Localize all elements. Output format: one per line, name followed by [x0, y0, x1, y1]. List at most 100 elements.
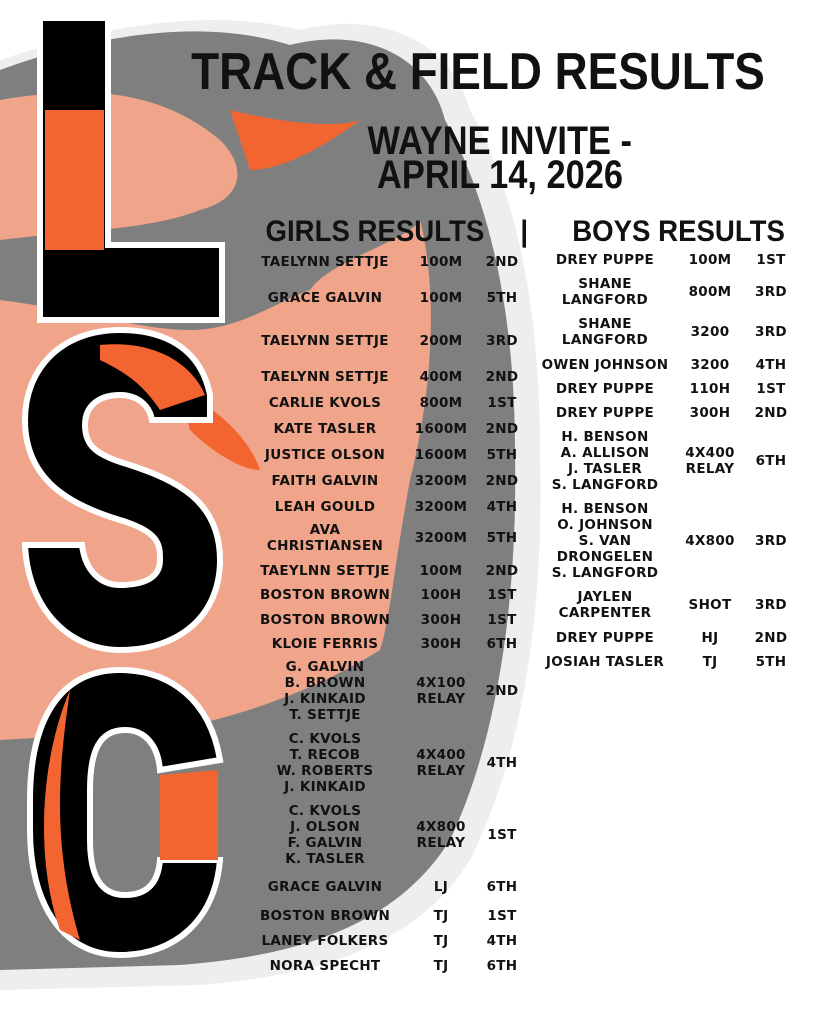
athlete-place: 1ST	[756, 381, 786, 397]
athlete-name: GRACE GALVIN	[267, 879, 383, 895]
athlete-event: 3200M	[414, 499, 468, 515]
athlete-event: LJ	[433, 879, 449, 895]
logo-letter-c	[27, 666, 224, 959]
meet-date: APRIL 14, 2026	[300, 153, 700, 197]
athlete-event: 800M	[688, 284, 732, 300]
athlete-place: 2ND	[754, 405, 788, 421]
girls-header-text: GIRLS RESULTS	[265, 215, 485, 248]
athlete-place: 1ST	[487, 827, 517, 843]
athlete-name: KATE TASLER	[273, 421, 377, 437]
athlete-event: 3200M	[414, 473, 468, 489]
athlete-event: 800M	[419, 395, 463, 411]
athlete-event: 3200	[690, 324, 730, 340]
boys-header-text: BOYS RESULTS	[572, 215, 786, 248]
athlete-place: 1ST	[487, 612, 517, 628]
athlete-event: 100H	[420, 587, 462, 603]
athlete-event: 4X400 RELAY	[416, 747, 466, 779]
boys-header: BOYS RESULTS	[549, 215, 809, 249]
athlete-event: TJ	[433, 908, 449, 924]
athlete-event: SHOT	[688, 597, 732, 613]
athlete-place: 6TH	[486, 879, 518, 895]
header-divider: |	[512, 215, 536, 249]
athlete-name: FAITH GALVIN	[271, 473, 379, 489]
athlete-name: JUSTICE OLSON	[264, 447, 386, 463]
header-divider-text: |	[520, 215, 528, 248]
athlete-place: 5TH	[486, 530, 518, 546]
athlete-name: LANEY FOLKERS	[261, 933, 389, 949]
athlete-event: 1600M	[414, 447, 468, 463]
athlete-name: SHANE LANGFORD	[561, 316, 649, 348]
logo-letter-c-stripe	[43, 690, 80, 940]
athlete-place: 2ND	[485, 683, 519, 699]
athlete-name: H. BENSON O. JOHNSON S. VAN DRONGELEN S.…	[551, 501, 659, 581]
athlete-name: OWEN JOHNSON	[541, 357, 669, 373]
athlete-event: 100M	[419, 254, 463, 270]
athlete-place: 4TH	[486, 755, 518, 771]
athlete-place: 2ND	[754, 630, 788, 646]
athlete-event: 100M	[419, 290, 463, 306]
athlete-place: 5TH	[755, 654, 787, 670]
meet-date-text: APRIL 14, 2026	[376, 153, 624, 197]
athlete-name: BOSTON BROWN	[259, 612, 391, 628]
athlete-name: TAEYLNN SETTJE	[260, 563, 390, 579]
meet-name-text: WAYNE INVITE -	[367, 119, 633, 163]
athlete-event: 400M	[419, 369, 463, 385]
athlete-place: 1ST	[487, 395, 517, 411]
logo-letter-s-stripe	[100, 344, 205, 410]
athlete-event: 4X100 RELAY	[416, 675, 466, 707]
athlete-name: NORA SPECHT	[269, 958, 381, 974]
athlete-name: BOSTON BROWN	[259, 587, 391, 603]
athlete-place: 1ST	[487, 908, 517, 924]
athlete-event: 4X800	[685, 533, 735, 549]
athlete-place: 6TH	[755, 453, 787, 469]
page-title: TRACK & FIELD RESULTS	[100, 44, 819, 100]
athlete-event: 300H	[689, 405, 731, 421]
athlete-place: 2ND	[485, 421, 519, 437]
athlete-place: 1ST	[487, 587, 517, 603]
athlete-name: TAELYNN SETTJE	[261, 369, 389, 385]
athlete-name: DREY PUPPE	[555, 630, 655, 646]
athlete-place: 6TH	[486, 636, 518, 652]
athlete-event: TJ	[433, 958, 449, 974]
athlete-name: CARLIE KVOLS	[268, 395, 382, 411]
athlete-place: 2ND	[485, 473, 519, 489]
athlete-name: H. BENSON A. ALLISON J. TASLER S. LANGFO…	[551, 429, 659, 493]
meet-name: WAYNE INVITE -	[300, 119, 700, 163]
athlete-name: LEAH GOULD	[274, 499, 376, 515]
page-title-text: TRACK & FIELD RESULTS	[191, 43, 765, 101]
athlete-name: GRACE GALVIN	[267, 290, 383, 306]
athlete-place: 3RD	[755, 533, 787, 549]
athlete-name: C. KVOLS T. RECOB W. ROBERTS J. KINKAID	[276, 731, 374, 795]
athlete-event: TJ	[433, 933, 449, 949]
athlete-name: JAYLEN CARPENTER	[558, 589, 652, 621]
athlete-place: 3RD	[755, 324, 787, 340]
athlete-event: 200M	[419, 333, 463, 349]
athlete-place: 6TH	[486, 958, 518, 974]
athlete-name: TAELYNN SETTJE	[261, 333, 389, 349]
athlete-event: 300H	[420, 612, 462, 628]
athlete-place: 5TH	[486, 290, 518, 306]
athlete-event: 3200M	[414, 530, 468, 546]
athlete-event: 4X400 RELAY	[685, 445, 735, 477]
athlete-name: C. KVOLS J. OLSON F. GALVIN K. TASLER	[285, 803, 365, 867]
athlete-name: KLOIE FERRIS	[271, 636, 379, 652]
athlete-event: HJ	[701, 630, 719, 646]
athlete-name: TAELYNN SETTJE	[261, 254, 389, 270]
athlete-name: JOSIAH TASLER	[545, 654, 665, 670]
athlete-place: 4TH	[486, 933, 518, 949]
athlete-place: 3RD	[755, 284, 787, 300]
athlete-event: 100M	[688, 252, 732, 268]
logo-letter-l-fill	[45, 110, 104, 250]
athlete-event: 300H	[420, 636, 462, 652]
athlete-name: G. GALVIN B. BROWN J. KINKAID T. SETTJE	[284, 659, 366, 723]
athlete-place: 5TH	[486, 447, 518, 463]
athlete-place: 4TH	[486, 499, 518, 515]
athlete-event: 1600M	[414, 421, 468, 437]
meet-title: WAYNE INVITE - APRIL 14, 2026	[300, 119, 700, 197]
athlete-event: 100M	[419, 563, 463, 579]
athlete-place: 1ST	[756, 252, 786, 268]
logo-letter-s	[21, 326, 224, 654]
athlete-name: AVA CHRISTIANSEN	[266, 522, 384, 554]
